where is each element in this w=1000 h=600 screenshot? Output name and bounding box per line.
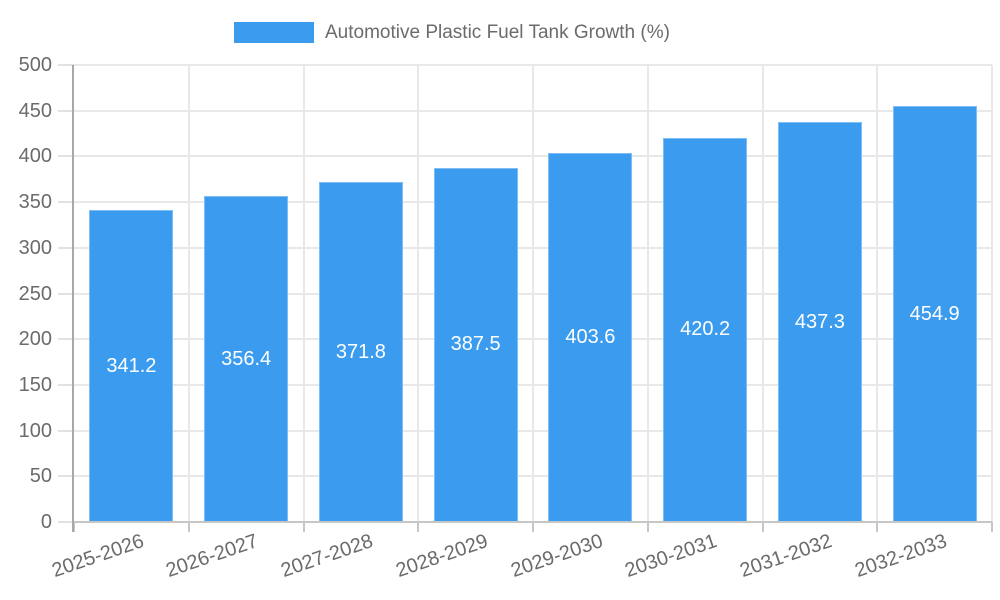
bar-value-label: 387.5 (450, 333, 501, 356)
bar-value-label: 403.6 (565, 326, 616, 349)
x-axis-label: 2028-2029 (393, 530, 491, 582)
x-tick (532, 522, 534, 532)
x-axis-label: 2025-2026 (48, 530, 147, 582)
bar[interactable]: 341.2 (89, 210, 174, 522)
bar[interactable]: 356.4 (204, 196, 289, 522)
y-axis-line (72, 65, 74, 532)
v-grid-line (991, 65, 993, 522)
x-tick (761, 522, 764, 532)
y-axis-label: 0 (40, 511, 52, 533)
bar-value-label: 454.9 (909, 302, 960, 325)
y-tick (58, 155, 74, 158)
y-tick (58, 338, 74, 341)
legend-swatch[interactable] (234, 22, 314, 43)
y-tick (58, 429, 74, 432)
x-tick (991, 522, 993, 532)
plot-area: 341.2 356.4 371.8 387.5 403.6 420.2 437.3 454.9 (74, 64, 993, 523)
bar[interactable]: 437.3 (777, 122, 862, 522)
y-axis-label: 300 (18, 236, 52, 259)
x-axis-label: 2031-2032 (737, 530, 836, 582)
bar[interactable]: 454.9 (892, 106, 977, 522)
x-tick (187, 522, 190, 532)
x-axis-line (74, 521, 992, 523)
x-tick (73, 522, 75, 532)
y-axis-label: 400 (18, 145, 52, 168)
bar-value-label: 437.3 (794, 310, 845, 333)
bar[interactable]: 387.5 (433, 167, 518, 522)
y-axis-label: 450 (18, 99, 52, 122)
v-grid-line (187, 65, 190, 522)
y-tick (58, 201, 74, 204)
y-axis-label: 200 (18, 328, 52, 351)
v-grid-line (646, 65, 649, 522)
x-tick (417, 522, 420, 532)
y-axis-label: 150 (18, 373, 52, 396)
x-tick (876, 522, 879, 532)
y-tick (58, 383, 74, 386)
x-axis-label: 2029-2030 (507, 530, 606, 582)
y-axis-label: 350 (18, 191, 52, 214)
y-tick (58, 521, 74, 523)
v-grid-line (761, 65, 764, 522)
y-tick (58, 292, 74, 295)
y-axis-label: 500 (18, 54, 52, 76)
bar-value-label: 341.2 (106, 354, 157, 377)
legend-item[interactable]: Automotive Plastic Fuel Tank Growth (%) (234, 22, 670, 43)
y-tick (58, 109, 74, 112)
v-grid-line (417, 65, 420, 522)
y-axis-label: 50 (29, 465, 52, 488)
x-tick (302, 522, 305, 532)
v-grid-line (532, 65, 534, 522)
legend-label[interactable]: Automotive Plastic Fuel Tank Growth (%) (325, 22, 670, 43)
bar-value-label: 356.4 (221, 347, 272, 370)
x-axis-label: 2030-2031 (622, 530, 721, 582)
bar-value-label: 371.8 (335, 340, 386, 363)
v-grid-line (876, 65, 879, 522)
y-axis-label: 250 (18, 282, 52, 305)
y-axis-label: 100 (18, 419, 52, 442)
x-tick (646, 522, 649, 532)
y-tick (58, 246, 74, 249)
v-grid-line (302, 65, 305, 522)
y-tick (58, 64, 74, 66)
x-axis-label: 2027-2028 (278, 530, 377, 582)
y-tick (58, 475, 74, 478)
bar[interactable]: 403.6 (548, 153, 633, 522)
bar[interactable]: 371.8 (318, 182, 403, 522)
x-axis-label: 2026-2027 (163, 530, 262, 582)
bar-value-label: 420.2 (680, 318, 731, 341)
x-axis-label: 2032-2033 (852, 530, 950, 582)
bar[interactable]: 420.2 (663, 137, 748, 522)
